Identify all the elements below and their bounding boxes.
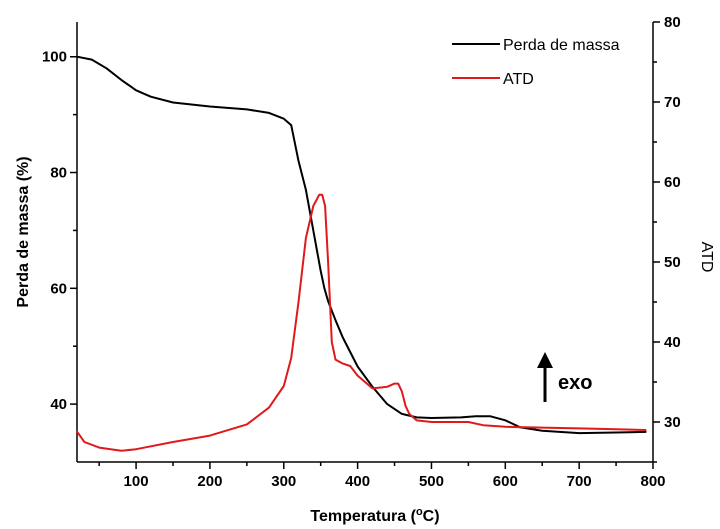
legend-label-perda: Perda de massa (503, 37, 620, 54)
y-left-tick-label: 60 (50, 280, 67, 297)
axes-layer: 100 200 300 400 500 600 700 800 40 60 80 100 30 40 50 6… (42, 14, 681, 490)
x-tick-label: 700 (567, 473, 592, 490)
x-tick-label: 200 (197, 473, 222, 490)
exo-label: exo (558, 372, 592, 394)
exo-arrowhead-icon (537, 352, 553, 368)
x-axis-title: Temperatura (oC) (310, 506, 439, 525)
y-right-tick-label: 50 (664, 254, 681, 271)
x-tick-label: 600 (493, 473, 518, 490)
y-left-tick-label: 100 (42, 49, 67, 66)
y-left-tick-label: 80 (50, 165, 67, 182)
y-left-axis-title: Perda de massa (%) (15, 156, 32, 307)
y-right-tick-label: 60 (664, 174, 681, 191)
y-right-tick-label: 70 (664, 94, 681, 111)
series-line-perda-de-massa (76, 55, 647, 435)
series-layer (76, 55, 647, 452)
exo-annotation: exo (537, 352, 592, 402)
y-right-tick-label: 40 (664, 334, 681, 351)
y-left-tick-label: 40 (50, 396, 67, 413)
y-right-tick-label: 80 (664, 14, 681, 31)
x-tick-label: 500 (419, 473, 444, 490)
x-tick-label: 300 (271, 473, 296, 490)
x-tick-label: 400 (345, 473, 370, 490)
legend: Perda de massa ATD (452, 37, 620, 88)
y-right-tick-label: 30 (664, 414, 681, 431)
x-tick-label: 100 (124, 473, 149, 490)
legend-label-atd: ATD (503, 71, 534, 88)
x-tick-label: 800 (640, 473, 665, 490)
series-line-atd (76, 193, 647, 452)
y-right-axis-title: ATD (698, 242, 715, 273)
